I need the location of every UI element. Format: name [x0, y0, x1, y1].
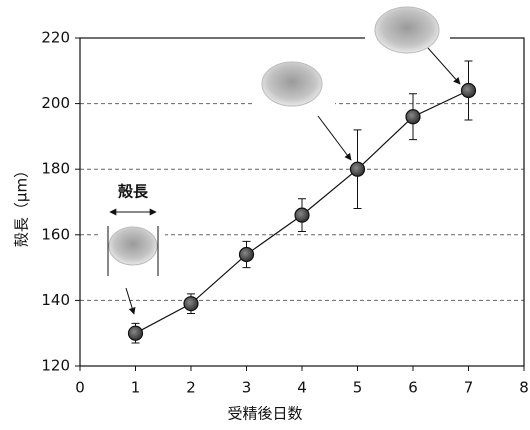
y-tick-label: 140	[41, 291, 70, 309]
x-tick-label: 7	[464, 379, 474, 397]
data-point	[295, 208, 309, 222]
y-axis-label: 殻長（μm）	[13, 163, 31, 247]
data-point	[462, 83, 476, 97]
y-tick-label: 160	[41, 225, 70, 243]
x-tick-label: 3	[242, 379, 252, 397]
data-point	[184, 297, 198, 311]
shell-image	[262, 62, 322, 106]
x-axis-label: 受精後日数	[227, 405, 302, 423]
y-tick-label: 220	[41, 29, 70, 47]
x-tick-label: 4	[297, 379, 307, 397]
shell-image	[109, 227, 157, 265]
annotation: 殻長	[118, 183, 149, 201]
x-tick-label: 2	[186, 379, 196, 397]
data-point	[406, 110, 420, 124]
data-point	[351, 162, 365, 176]
shell-image	[375, 7, 439, 53]
x-tick-label: 1	[131, 379, 141, 397]
y-tick-label: 180	[41, 160, 70, 178]
data-point	[240, 247, 254, 261]
y-tick-label: 120	[41, 357, 70, 375]
data-point	[129, 326, 143, 340]
x-tick-label: 0	[75, 379, 85, 397]
arrow	[126, 288, 134, 314]
arrow	[318, 116, 351, 160]
x-tick-label: 5	[353, 379, 363, 397]
x-tick-label: 6	[408, 379, 418, 397]
x-tick-label: 8	[519, 379, 529, 397]
chart: 受精後日数 殻長（μm） 120 140 160 180 200 220 0 1 2 3 4 5 6 7 8…	[0, 0, 530, 430]
y-tick-label: 200	[41, 94, 70, 112]
